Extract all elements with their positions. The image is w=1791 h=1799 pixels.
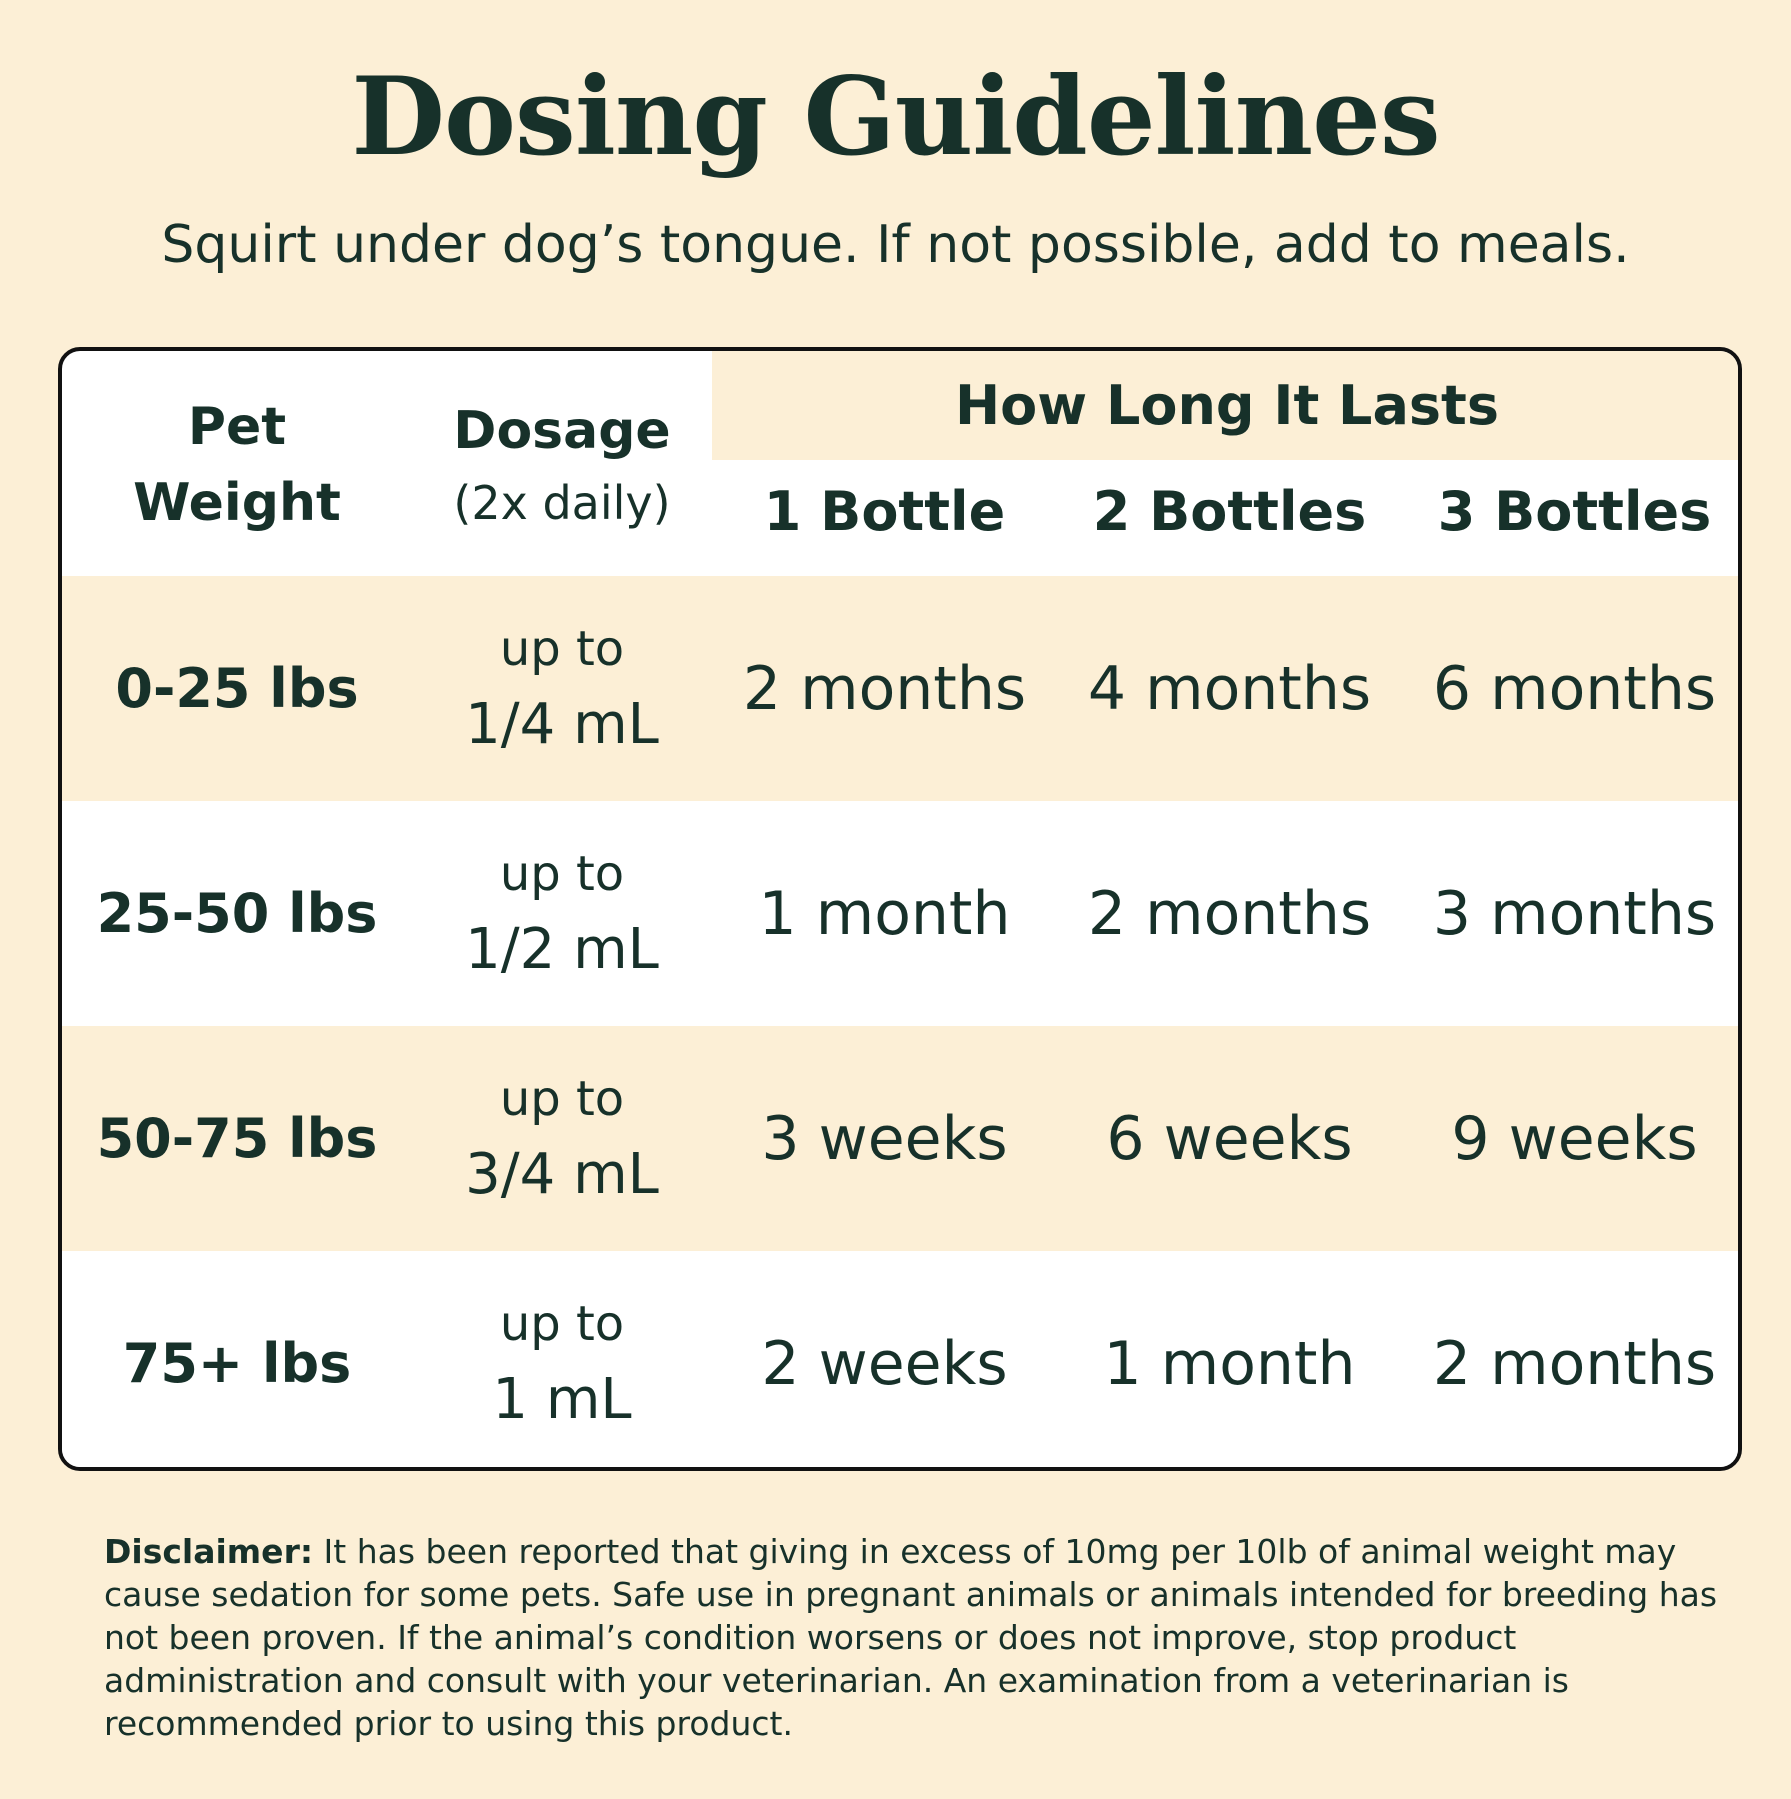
cell-dosage: up to 1/2 mL <box>412 801 712 1026</box>
header-dosage-frequency: (2x daily) <box>453 476 671 530</box>
dosage-value: 1/2 mL <box>465 916 659 982</box>
cell-2-bottles: 4 months <box>1087 653 1372 724</box>
cell-3-bottles: 6 months <box>1432 653 1717 724</box>
header-how-long: How Long It Lasts <box>954 374 1500 437</box>
cell-dosage: up to 1 mL <box>412 1251 712 1467</box>
cell-1-bottle: 2 weeks <box>761 1328 1008 1399</box>
cell-1-bottle: 1 month <box>758 878 1011 949</box>
header-pet-weight-line1: Pet <box>187 397 287 457</box>
header-dosage: Dosage <box>453 401 671 461</box>
dosage-prefix: up to <box>499 620 625 677</box>
dosage-value: 1 mL <box>492 1366 632 1432</box>
cell-weight: 25-50 lbs <box>96 882 378 945</box>
table-row: 50-75 lbs up to 3/4 mL 3 weeks 6 weeks 9… <box>62 1026 1738 1251</box>
cell-3-bottles: 2 months <box>1432 1328 1717 1399</box>
dosage-prefix: up to <box>499 1295 625 1352</box>
cell-weight: 50-75 lbs <box>96 1107 378 1170</box>
dosage-prefix: up to <box>499 845 625 902</box>
cell-2-bottles: 6 weeks <box>1106 1103 1353 1174</box>
cell-2-bottles: 2 months <box>1087 878 1372 949</box>
cell-3-bottles: 3 months <box>1432 878 1717 949</box>
how-long-header-band <box>712 351 1738 460</box>
dosing-table: Pet Weight Dosage (2x daily) How Long It… <box>58 347 1742 1471</box>
dosage-prefix: up to <box>499 1070 625 1127</box>
cell-weight: 0-25 lbs <box>115 657 359 720</box>
cell-3-bottles: 9 weeks <box>1451 1103 1698 1174</box>
cell-dosage: up to 1/4 mL <box>412 576 712 801</box>
page-title: Dosing Guidelines <box>351 54 1440 180</box>
cell-2-bottles: 1 month <box>1103 1328 1356 1399</box>
header-3-bottles: 3 Bottles <box>1437 480 1712 543</box>
cell-dosage: up to 3/4 mL <box>412 1026 712 1251</box>
disclaimer-label: Disclaimer: <box>104 1532 314 1571</box>
dosage-value: 3/4 mL <box>465 1141 659 1207</box>
cell-1-bottle: 2 months <box>742 653 1027 724</box>
disclaimer-text: It has been reported that giving in exce… <box>104 1532 1718 1743</box>
dosage-value: 1/4 mL <box>465 691 659 757</box>
table-row: 25-50 lbs up to 1/2 mL 1 month 2 months … <box>62 801 1738 1026</box>
table-row: 0-25 lbs up to 1/4 mL 2 months 4 months … <box>62 576 1738 801</box>
cell-1-bottle: 3 weeks <box>761 1103 1008 1174</box>
table-row: 75+ lbs up to 1 mL 2 weeks 1 month 2 mon… <box>62 1251 1738 1467</box>
header-2-bottles: 2 Bottles <box>1092 480 1367 543</box>
header-1-bottle: 1 Bottle <box>763 480 1006 543</box>
header-pet-weight-line2: Weight <box>133 473 341 533</box>
disclaimer: Disclaimer: It has been reported that gi… <box>104 1530 1724 1745</box>
header-pet-weight: Pet Weight <box>62 389 412 541</box>
page-subtitle: Squirt under dog’s tongue. If not possib… <box>161 215 1630 275</box>
cell-weight: 75+ lbs <box>122 1332 352 1395</box>
